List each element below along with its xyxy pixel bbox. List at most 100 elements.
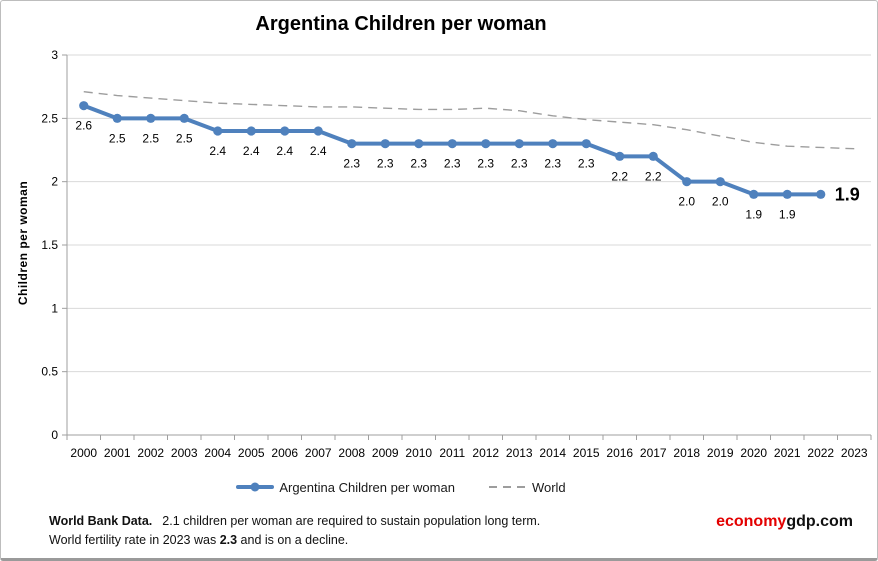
gridlines <box>67 54 871 436</box>
x-tick-label: 2010 <box>405 446 432 460</box>
x-tick-label: 2013 <box>506 446 533 460</box>
x-tick-label: 2004 <box>204 446 231 460</box>
y-tick-label: 0 <box>51 428 58 442</box>
data-point-marker <box>280 126 290 136</box>
data-point-marker <box>615 151 625 161</box>
data-label: 2.3 <box>377 157 394 171</box>
x-tick-label: 2016 <box>606 446 633 460</box>
data-label: 2.2 <box>611 169 628 183</box>
x-tick-label: 2002 <box>137 446 164 460</box>
data-label: 2.3 <box>343 157 360 171</box>
x-tick-label: 2006 <box>271 446 298 460</box>
data-point-marker <box>514 139 524 149</box>
x-tick-label: 2018 <box>673 446 700 460</box>
data-point-marker <box>213 126 223 136</box>
data-point-marker <box>447 139 457 149</box>
data-label: 2.3 <box>477 157 494 171</box>
legend-item-argentina: Argentina Children per woman <box>236 480 455 495</box>
x-tick-label: 2011 <box>439 446 465 460</box>
footer-line2: World fertility rate in 2023 was 2.3 and… <box>49 531 540 550</box>
argentina-data-labels: 2.6 2.5 2.5 2.5 2.4 2.4 2.4 2.4 2.3 2.3 2.3 2.3 2.3 2… <box>75 119 859 222</box>
y-tick-label: 1 <box>51 301 58 315</box>
argentina-marker-swatch <box>250 482 260 492</box>
data-point-marker <box>347 139 357 149</box>
x-tick-label: 2020 <box>740 446 767 460</box>
y-tick-label: 0.5 <box>41 365 58 379</box>
world-line-swatch <box>488 486 527 488</box>
footer-line1-bold: World Bank Data. <box>49 514 153 528</box>
chart-title: Argentina Children per woman <box>255 13 547 35</box>
data-label: 2.5 <box>176 131 193 145</box>
footer-line2-pre: World fertility rate in 2023 was <box>49 533 220 547</box>
data-point-marker <box>782 189 792 199</box>
footer-note: World Bank Data. 2.1 children per woman a… <box>49 512 540 550</box>
x-tick-label: 2022 <box>807 446 834 460</box>
data-point-marker <box>816 189 826 199</box>
data-point-marker <box>548 139 558 149</box>
data-label: 2.3 <box>511 157 528 171</box>
x-tick-label: 2019 <box>707 446 734 460</box>
data-label: 1.9 <box>745 207 762 221</box>
world-series-line <box>83 91 855 150</box>
data-label: 2.6 <box>75 119 92 133</box>
x-tick-label: 2000 <box>70 446 97 460</box>
data-point-marker <box>581 139 591 149</box>
data-label: 2.0 <box>712 195 729 209</box>
footer-line1: World Bank Data. 2.1 children per woman a… <box>49 512 540 531</box>
data-point-marker <box>112 113 122 123</box>
footer-line1-text: 2.1 children per woman are required to s… <box>162 514 541 528</box>
data-point-marker <box>179 113 189 123</box>
data-label: 2.3 <box>544 157 561 171</box>
data-label: 2.3 <box>444 157 461 171</box>
x-tick-label: 2012 <box>472 446 499 460</box>
data-point-marker <box>749 189 759 199</box>
footer-line2-bold: 2.3 <box>219 533 238 547</box>
data-label: 2.4 <box>310 144 327 158</box>
data-point-marker <box>481 139 491 149</box>
x-tick-label: 2021 <box>774 446 801 460</box>
data-point-marker <box>715 177 725 187</box>
x-tick-label: 2023 <box>841 446 868 460</box>
data-label: 2.4 <box>243 144 260 158</box>
x-tick-label: 2005 <box>238 446 265 460</box>
legend-label-world: World <box>531 479 566 495</box>
y-tick-label: 2.5 <box>41 111 58 125</box>
data-point-marker <box>648 151 658 161</box>
x-tick-label: 2007 <box>305 446 332 460</box>
x-tick-label: 2003 <box>171 446 198 460</box>
x-tick-label: 2017 <box>640 446 667 460</box>
data-label-final: 1.9 <box>835 184 860 204</box>
data-label: 2.4 <box>276 144 293 158</box>
data-point-marker <box>380 139 390 149</box>
legend-item-world: World <box>488 479 566 495</box>
data-point-marker <box>246 126 256 136</box>
x-tick-label: 2015 <box>573 446 600 460</box>
data-label: 2.5 <box>142 131 159 145</box>
x-tick-label: 2008 <box>338 446 365 460</box>
data-label: 2.3 <box>578 157 595 171</box>
argentina-series-line <box>81 103 823 197</box>
data-label: 2.2 <box>645 169 662 183</box>
x-tick-label: 2014 <box>539 446 566 460</box>
brand-logo: economygdp.com <box>716 513 853 531</box>
x-tick-label: 2001 <box>104 446 131 460</box>
y-tick-label: 3 <box>51 48 58 62</box>
argentina-line-swatch <box>236 482 275 492</box>
data-label: 1.9 <box>779 207 796 221</box>
data-point-marker <box>682 177 692 187</box>
data-point-marker <box>79 101 89 111</box>
legend-label-argentina: Argentina Children per woman <box>279 479 455 495</box>
argentina-markers <box>79 101 826 199</box>
legend: Argentina Children per woman World <box>1 478 801 496</box>
brand-gdp-text: gdp.com <box>786 513 853 530</box>
data-point-marker <box>313 126 323 136</box>
data-point-marker <box>146 113 156 123</box>
data-label: 2.4 <box>209 144 226 158</box>
y-tick-label: 2 <box>51 175 58 189</box>
brand-economy-text: economy <box>716 513 787 530</box>
data-label: 2.0 <box>678 195 695 209</box>
data-label: 2.5 <box>109 131 126 145</box>
data-label: 2.3 <box>410 157 427 171</box>
